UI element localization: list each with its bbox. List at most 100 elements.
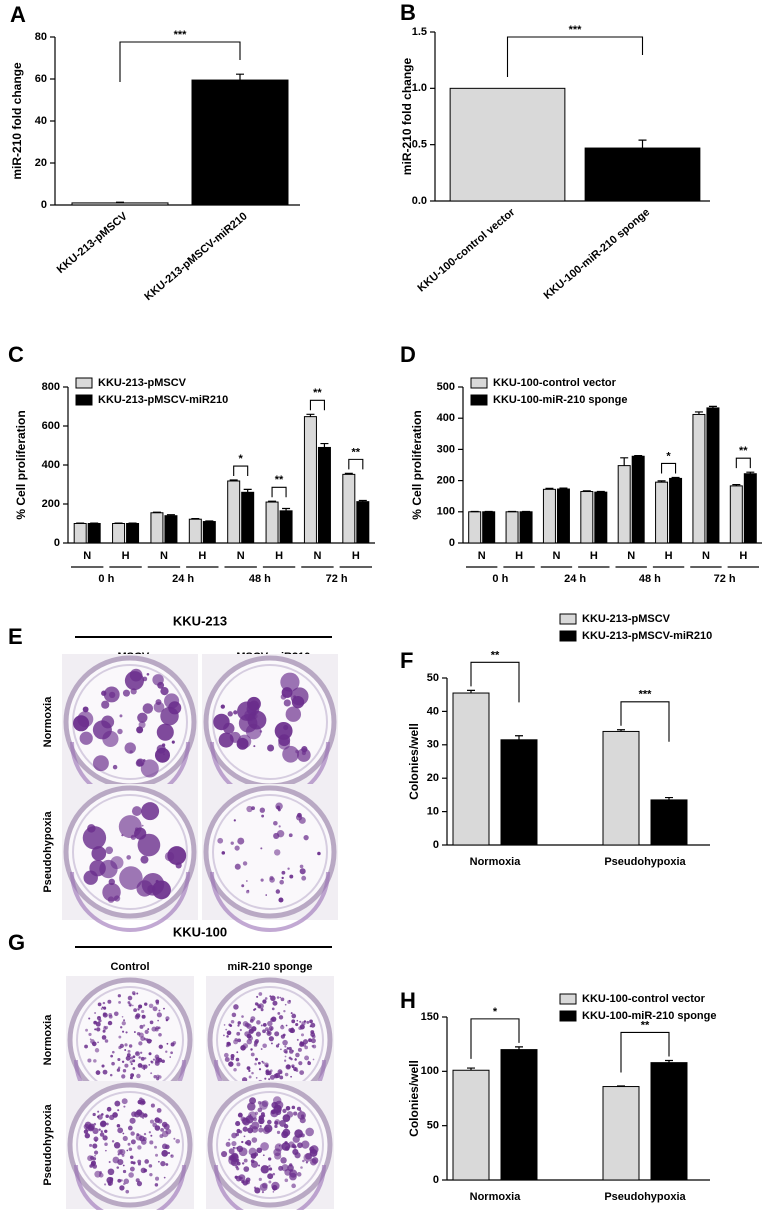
bar [580, 491, 594, 544]
colony [253, 1186, 257, 1189]
colony [241, 1162, 245, 1165]
colony [258, 1003, 264, 1009]
colony [281, 687, 293, 698]
colony [152, 1058, 156, 1061]
colony [148, 1064, 151, 1066]
colony [130, 1062, 133, 1066]
colony [272, 1191, 275, 1193]
colony [293, 1145, 297, 1149]
y-tick-label: 50 [427, 1120, 439, 1132]
x-tick-label: H [275, 550, 283, 562]
colony [295, 1022, 299, 1027]
colony [260, 1024, 263, 1027]
colony [233, 1039, 239, 1045]
colony [251, 1126, 259, 1133]
colony [108, 1012, 113, 1017]
colony [236, 1145, 244, 1153]
bar [164, 515, 178, 544]
colony [169, 1056, 172, 1058]
colony [260, 878, 264, 882]
colony [127, 995, 133, 1001]
colony [283, 1010, 286, 1013]
colony [156, 723, 174, 741]
colony [149, 1020, 154, 1025]
colony [296, 1019, 299, 1022]
colony [289, 1163, 293, 1167]
colony [288, 833, 293, 838]
colony [103, 1006, 107, 1010]
y-tick-label: 1.5 [412, 26, 427, 38]
colony [269, 1028, 273, 1032]
colony [225, 1028, 228, 1031]
colony [223, 1052, 229, 1058]
colony [279, 1070, 283, 1075]
significance-bracket [233, 465, 249, 477]
y-tick-label: 0 [433, 839, 439, 851]
colony [154, 1183, 159, 1187]
colony [122, 1164, 125, 1167]
colony [125, 1055, 131, 1061]
colony [279, 879, 284, 885]
y-tick-label: 150 [421, 1011, 439, 1023]
colony [306, 1020, 310, 1024]
y-tick-label: 10 [427, 806, 439, 818]
colony [155, 1153, 159, 1157]
y-tick-label: 0.0 [412, 195, 427, 207]
colony [259, 1120, 263, 1124]
colony [136, 758, 145, 767]
colony [155, 1176, 160, 1181]
colony [124, 742, 136, 754]
colony [275, 802, 283, 810]
significance-label: ** [491, 649, 500, 661]
colony [117, 1178, 122, 1183]
colony [309, 1149, 318, 1157]
colony [154, 1058, 160, 1064]
colony [107, 1020, 113, 1026]
bar [500, 739, 538, 846]
legend-label: KKU-213-pMSCV-miR210 [582, 630, 712, 642]
bar [356, 501, 370, 544]
colony [244, 709, 256, 722]
colony [87, 1155, 94, 1162]
colony [88, 1032, 92, 1037]
y-axis-title: % Cell proliferation [14, 410, 28, 519]
bar [631, 455, 645, 544]
colony [111, 1140, 115, 1143]
colony [289, 874, 294, 879]
row-label: Pseudohypoxia [42, 810, 54, 892]
y-tick-label: 60 [35, 73, 47, 85]
colony [148, 1003, 154, 1009]
significance-label: *** [174, 29, 188, 41]
bar [556, 488, 570, 544]
colony [141, 1014, 146, 1019]
legend-label: KKU-100-miR-210 sponge [493, 394, 627, 406]
colony [244, 1031, 250, 1037]
x-tick-label: H [665, 550, 673, 562]
colony [281, 876, 284, 880]
colony [153, 701, 165, 713]
colony [270, 1027, 273, 1029]
colony [236, 1128, 241, 1134]
colony [102, 1012, 108, 1018]
bar [669, 477, 683, 544]
colony [226, 1030, 232, 1036]
dish-inner-rim [212, 664, 328, 780]
colony [237, 1038, 242, 1043]
colony [163, 753, 165, 756]
significance-label: * [666, 450, 671, 462]
colony [106, 1106, 112, 1112]
colony [117, 728, 123, 735]
x-tick-label: N [702, 550, 710, 562]
colony [94, 1048, 100, 1053]
colony [274, 1100, 284, 1110]
colony [133, 1008, 138, 1013]
colony [296, 812, 302, 818]
colony [280, 1048, 282, 1051]
colony [276, 996, 280, 999]
colony [140, 1056, 145, 1061]
group-label: 72 h [714, 573, 736, 585]
panel-label: H [400, 988, 416, 1013]
colony [279, 1075, 284, 1080]
colony [100, 1130, 103, 1133]
